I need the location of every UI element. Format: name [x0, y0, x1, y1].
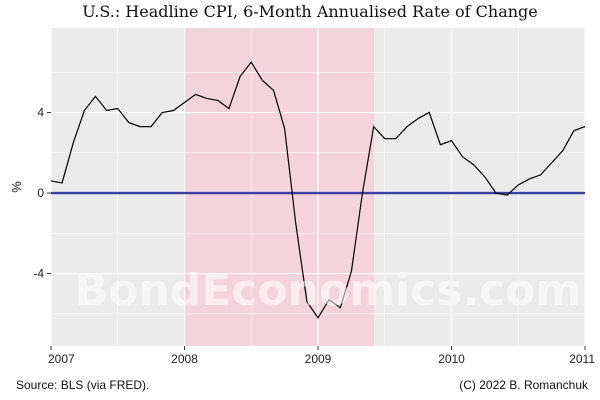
y-tick-label: 0: [37, 186, 44, 200]
y-axis-ticks: -4 0 4: [33, 106, 51, 281]
x-tick-label: 2011: [569, 352, 595, 366]
cpi-series-line: [50, 61, 586, 319]
y-tick-label: -4: [33, 267, 44, 281]
x-tick-label: 2009: [305, 352, 332, 366]
x-tick-label: 2008: [171, 352, 198, 366]
chart-title: U.S.: Headline CPI, 6-Month Annualised R…: [82, 2, 538, 21]
copyright-note: (C) 2022 B. Romanchuk: [459, 378, 589, 392]
y-tick-label: 4: [37, 106, 44, 120]
source-note: Source: BLS (via FRED).: [16, 378, 149, 392]
y-axis-label: %: [9, 181, 24, 193]
recession-shading: [184, 28, 375, 346]
x-tick-label: 2010: [438, 352, 465, 366]
x-tick-label: 2007: [48, 352, 75, 366]
watermark: BondEconomics.com: [75, 265, 582, 316]
x-axis-ticks: 2007 2008 2009 2010 2011: [48, 346, 595, 366]
